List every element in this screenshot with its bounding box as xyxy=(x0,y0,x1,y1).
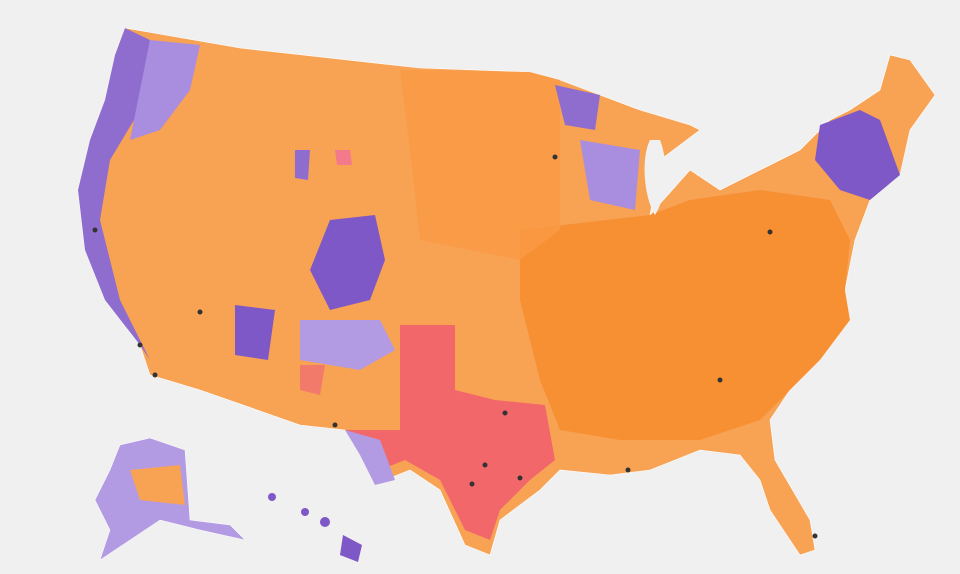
new-england xyxy=(815,110,900,200)
city xyxy=(502,410,508,416)
city xyxy=(517,475,523,481)
city xyxy=(717,377,723,383)
city xyxy=(482,462,488,468)
minnesota-purple xyxy=(555,85,600,130)
mainland xyxy=(77,27,936,556)
city xyxy=(152,372,158,378)
border-purple xyxy=(345,430,395,485)
alaska-orange xyxy=(130,465,185,505)
wisconsin-purple xyxy=(580,140,640,210)
new-mexico-red xyxy=(300,365,325,395)
island xyxy=(320,517,330,527)
island xyxy=(301,508,309,516)
city xyxy=(197,309,203,315)
hawaii xyxy=(268,493,362,562)
island xyxy=(268,493,276,501)
lake-michigan xyxy=(644,140,666,215)
wyoming-red xyxy=(335,150,352,165)
west-purple xyxy=(130,40,200,140)
city xyxy=(767,229,773,235)
city xyxy=(332,422,338,428)
city xyxy=(469,481,475,487)
island xyxy=(340,535,362,562)
city xyxy=(137,342,143,348)
pacific-coast xyxy=(78,28,150,360)
city xyxy=(92,227,98,233)
southwest-purple xyxy=(300,320,395,370)
east-region xyxy=(520,190,850,440)
alaska xyxy=(94,437,246,561)
arizona-purple xyxy=(235,305,275,360)
colorado-purple xyxy=(310,215,385,310)
plains-region xyxy=(400,70,560,260)
city xyxy=(625,467,631,473)
city-dots xyxy=(92,154,818,539)
city xyxy=(552,154,558,160)
montana-purple xyxy=(295,150,310,180)
texas-region xyxy=(345,325,555,540)
city xyxy=(812,533,818,539)
